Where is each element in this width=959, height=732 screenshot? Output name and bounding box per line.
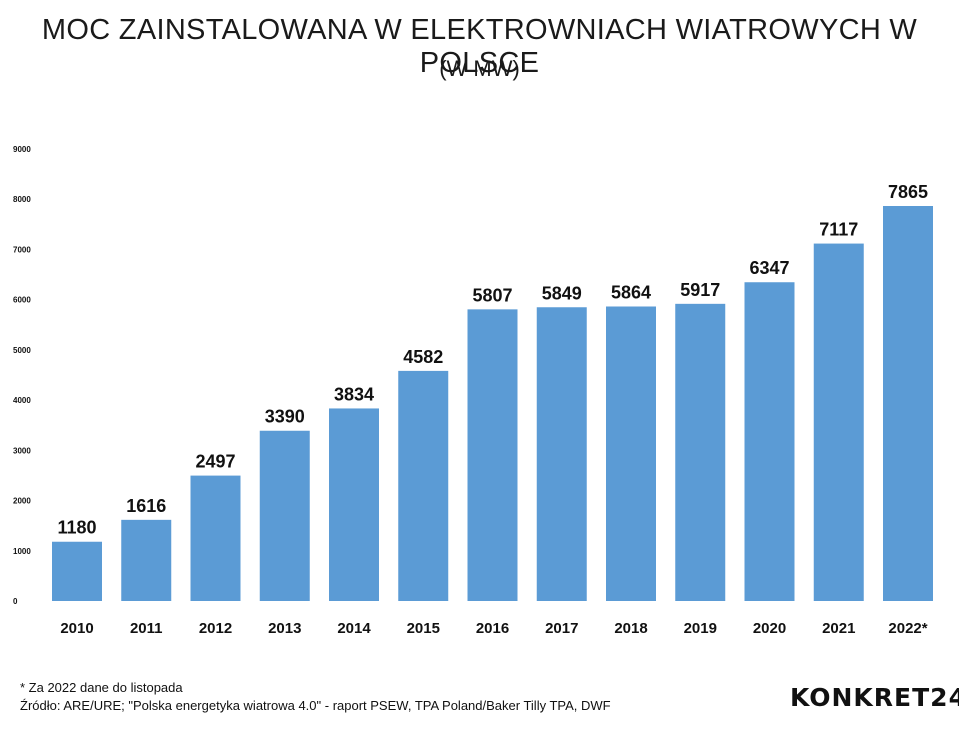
x-tick-label: 2019 (684, 620, 717, 637)
data-label: 5864 (611, 282, 651, 302)
bar (675, 303, 726, 601)
data-label: 1616 (126, 496, 166, 516)
x-tick-label: 2022* (888, 620, 927, 637)
x-tick-label: 2020 (753, 620, 786, 637)
y-tick-label: 3000 (13, 446, 31, 455)
bar (813, 243, 864, 601)
x-tick-label: 2011 (130, 620, 163, 637)
x-tick-label: 2018 (614, 620, 647, 637)
bar (52, 541, 102, 601)
x-tick-label: 2017 (545, 620, 578, 637)
data-label: 4582 (403, 347, 443, 367)
bar (259, 430, 310, 601)
data-label: 3390 (265, 407, 305, 427)
y-tick-label: 8000 (13, 195, 31, 204)
chart-subtitle: (W MW) (439, 56, 520, 81)
footnote-source: Źródło: ARE/URE; "Polska energetyka wiat… (20, 698, 611, 713)
data-label: 1180 (57, 518, 96, 538)
x-tick-label: 2015 (407, 620, 440, 637)
x-tick-label: 2010 (60, 620, 93, 637)
data-label: 5917 (680, 280, 720, 300)
bar (883, 206, 933, 601)
y-tick-label: 0 (13, 597, 18, 606)
konkret24-logo: KONKRET24 (790, 683, 959, 712)
bar (190, 475, 241, 601)
data-label: 6347 (749, 258, 789, 278)
x-tick-label: 2012 (199, 620, 232, 637)
data-label: 7865 (888, 182, 928, 202)
x-tick-label: 2021 (822, 620, 855, 637)
x-tick-label: 2016 (476, 620, 509, 637)
bar (398, 370, 449, 601)
y-tick-label: 7000 (13, 245, 31, 254)
bar (329, 408, 379, 601)
bar (744, 282, 795, 601)
data-label: 5807 (472, 285, 512, 305)
y-tick-label: 4000 (13, 396, 31, 405)
x-tick-label: 2013 (268, 620, 301, 637)
y-tick-label: 2000 (13, 497, 31, 506)
data-label: 3834 (334, 384, 374, 404)
bar (536, 307, 587, 601)
y-tick-label: 6000 (13, 296, 31, 305)
y-tick-label: 9000 (13, 145, 31, 154)
bar (121, 519, 172, 601)
x-tick-label: 2014 (337, 620, 371, 637)
y-tick-label: 1000 (13, 547, 31, 556)
footnote-note: * Za 2022 dane do listopada (20, 680, 183, 695)
data-label: 2497 (195, 452, 235, 472)
y-tick-label: 5000 (13, 346, 31, 355)
data-label: 5849 (542, 283, 582, 303)
bar (467, 309, 518, 601)
bar (606, 306, 656, 601)
chart-title: MOC ZAINSTALOWANA W ELEKTROWNIACH WIATRO… (41, 14, 918, 79)
data-label: 7117 (819, 220, 858, 240)
